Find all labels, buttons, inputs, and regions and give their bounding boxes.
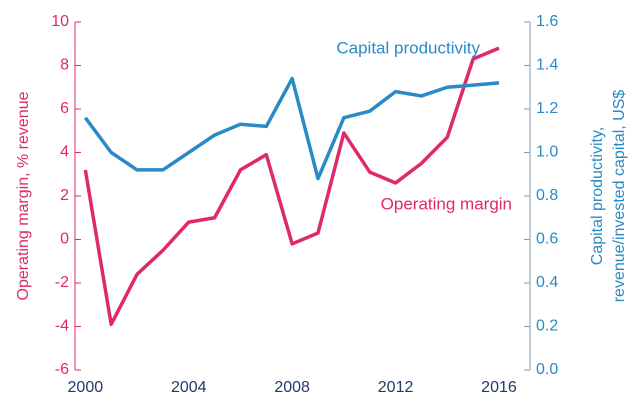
y-tick-label: 2 bbox=[60, 187, 69, 204]
x-tick-label: 2004 bbox=[171, 379, 207, 396]
y-tick-label: -2 bbox=[55, 274, 69, 291]
y2-tick-label: 0.0 bbox=[536, 361, 558, 378]
y-tick-label: -4 bbox=[55, 318, 69, 335]
y-tick-label: 6 bbox=[60, 100, 69, 117]
y-tick-label: 4 bbox=[60, 144, 69, 161]
y-axis-label: Operating margin, % revenue bbox=[15, 91, 32, 300]
y2-tick-label: 0.6 bbox=[536, 231, 558, 248]
y2-axis-label: revenue/invested capital, US$ bbox=[611, 90, 628, 303]
x-tick-label: 2000 bbox=[68, 379, 104, 396]
y2-tick-label: 1.0 bbox=[536, 144, 558, 161]
y-tick-label: 0 bbox=[60, 231, 69, 248]
series-line bbox=[83, 76, 500, 181]
y2-tick-label: 0.2 bbox=[536, 318, 558, 335]
y2-axis-label: Capital productivity, bbox=[589, 127, 606, 265]
y2-tick-label: 1.4 bbox=[536, 57, 558, 74]
y2-tick-label: 1.2 bbox=[536, 100, 558, 117]
y2-tick-label: 0.4 bbox=[536, 274, 558, 291]
y-tick-label: -6 bbox=[55, 361, 69, 378]
y-tick-label: 8 bbox=[60, 57, 69, 74]
y-tick-label: 10 bbox=[51, 13, 69, 30]
y2-tick-label: 1.6 bbox=[536, 13, 558, 30]
series-annotation: Operating margin bbox=[381, 194, 512, 213]
x-tick-label: 2012 bbox=[378, 379, 414, 396]
x-tick-label: 2008 bbox=[274, 379, 310, 396]
series-line bbox=[83, 46, 500, 327]
y2-tick-label: 0.8 bbox=[536, 187, 558, 204]
series-annotation: Capital productivity bbox=[336, 38, 480, 57]
x-tick-label: 2016 bbox=[481, 379, 517, 396]
